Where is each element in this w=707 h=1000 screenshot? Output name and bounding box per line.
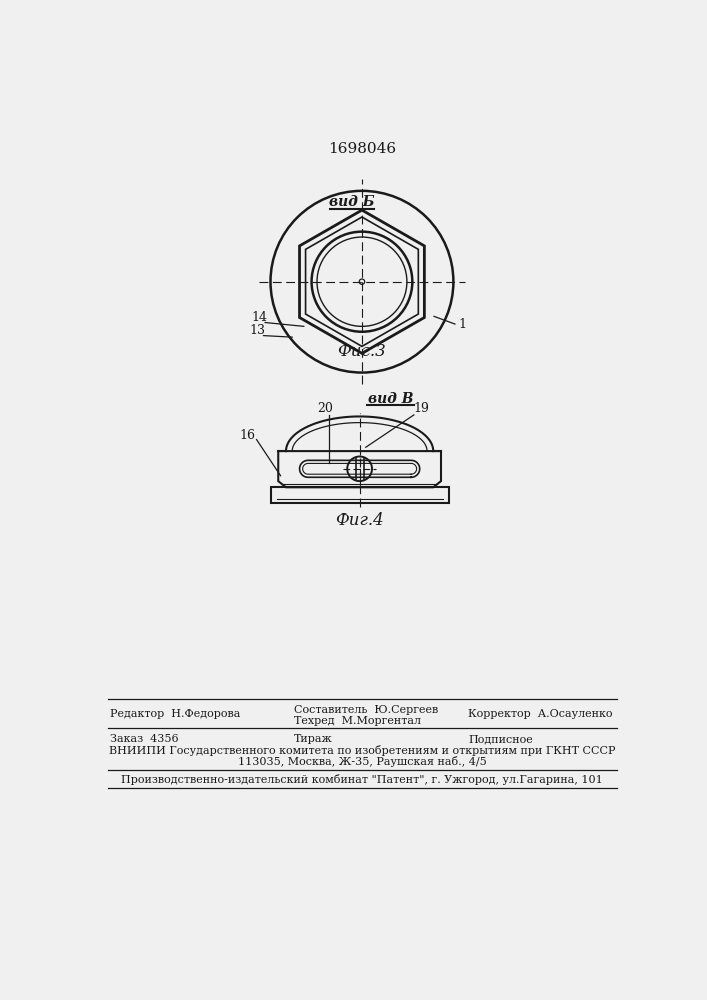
- Text: 13: 13: [250, 324, 266, 337]
- Text: 16: 16: [239, 429, 255, 442]
- Text: Редактор  Н.Федорова: Редактор Н.Федорова: [110, 709, 240, 719]
- Text: 1698046: 1698046: [328, 142, 396, 156]
- Text: Фиг.4: Фиг.4: [335, 512, 384, 529]
- Text: 19: 19: [414, 402, 430, 415]
- Text: вид В: вид В: [368, 392, 414, 406]
- Text: Корректор  А.Осауленко: Корректор А.Осауленко: [468, 709, 613, 719]
- Text: 14: 14: [251, 311, 267, 324]
- Text: 113035, Москва, Ж-35, Раушская наб., 4/5: 113035, Москва, Ж-35, Раушская наб., 4/5: [238, 756, 486, 767]
- Text: вид Б: вид Б: [329, 195, 375, 209]
- Text: 1: 1: [459, 318, 467, 331]
- Text: Тираж: Тираж: [293, 734, 332, 744]
- Text: 20: 20: [317, 402, 333, 415]
- Text: Подписное: Подписное: [468, 734, 533, 744]
- Text: Техред  М.Моргентал: Техред М.Моргентал: [293, 716, 421, 726]
- Text: Заказ  4356: Заказ 4356: [110, 734, 179, 744]
- Text: ВНИИПИ Государственного комитета по изобретениям и открытиям при ГКНТ СССР: ВНИИПИ Государственного комитета по изоб…: [109, 745, 615, 756]
- Text: Производственно-издательский комбинат "Патент", г. Ужгород, ул.Гагарина, 101: Производственно-издательский комбинат "П…: [121, 774, 603, 785]
- Text: Составитель  Ю.Сергеев: Составитель Ю.Сергеев: [293, 705, 438, 715]
- Bar: [271, 487, 449, 503]
- Text: Фиг.3: Фиг.3: [337, 342, 386, 360]
